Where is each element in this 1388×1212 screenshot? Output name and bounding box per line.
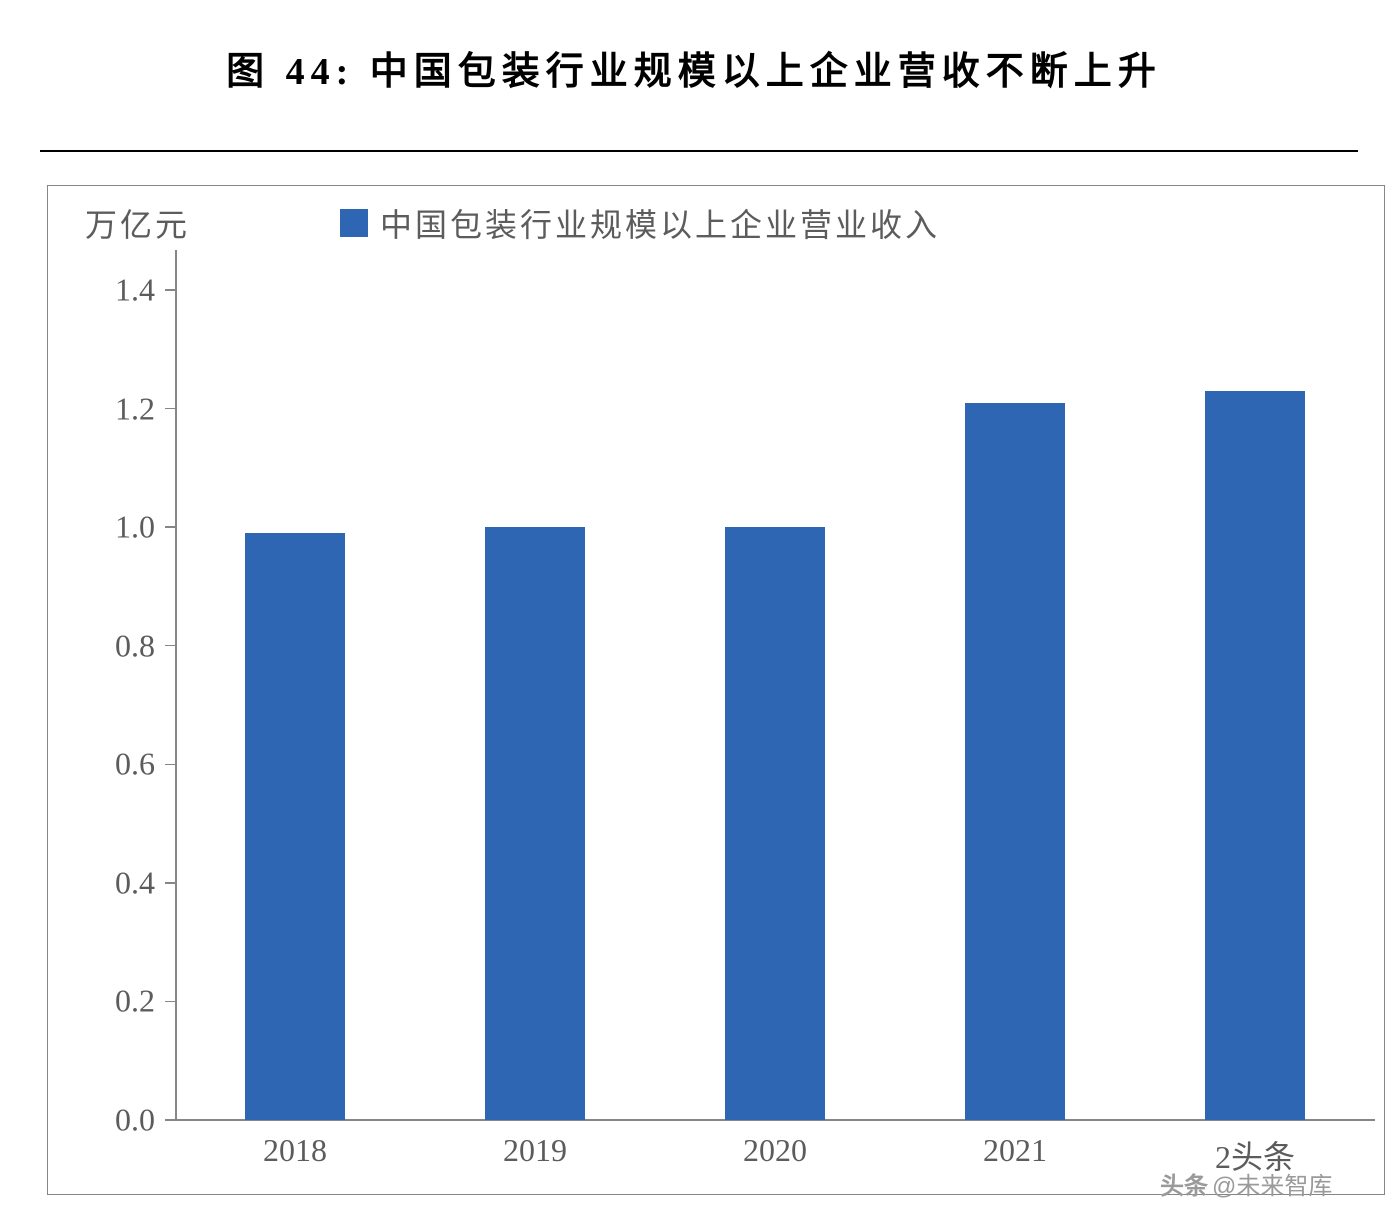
x-tick-label: 2021	[983, 1132, 1047, 1169]
x-tick-label: 2019	[503, 1132, 567, 1169]
y-tick-mark	[165, 764, 175, 766]
watermark: 头条 @未来智库	[1160, 1166, 1332, 1201]
watermark-text: @未来智库	[1212, 1166, 1332, 1201]
y-tick-label: 1.2	[75, 390, 155, 427]
y-tick-mark	[165, 289, 175, 291]
y-tick-mark	[165, 1119, 175, 1121]
chart-title: 图 44: 中国包装行业规模以上企业营收不断上升	[0, 40, 1388, 95]
y-tick-mark	[165, 408, 175, 410]
plot-area: 0.00.20.40.60.81.01.21.42018201920202021…	[175, 290, 1375, 1120]
y-axis-line	[175, 250, 177, 1120]
y-tick-mark	[165, 1001, 175, 1003]
y-tick-label: 1.0	[75, 509, 155, 546]
bar	[245, 533, 346, 1120]
y-tick-mark	[165, 645, 175, 647]
title-rule	[40, 150, 1358, 152]
legend-label: 中国包装行业规模以上企业营业收入	[380, 200, 940, 246]
y-tick-label: 0.0	[75, 1102, 155, 1139]
x-tick-label: 2018	[263, 1132, 327, 1169]
bar	[965, 403, 1066, 1120]
y-tick-label: 1.4	[75, 272, 155, 309]
bar	[1205, 391, 1306, 1120]
legend-swatch	[340, 209, 368, 237]
y-tick-mark	[165, 526, 175, 528]
y-axis-unit-label: 万亿元	[85, 200, 190, 246]
y-tick-mark	[165, 882, 175, 884]
bar	[485, 527, 586, 1120]
page: 图 44: 中国包装行业规模以上企业营收不断上升 万亿元 中国包装行业规模以上企…	[0, 0, 1388, 1212]
legend: 中国包装行业规模以上企业营业收入	[340, 200, 940, 246]
bar	[725, 527, 826, 1120]
y-tick-label: 0.4	[75, 864, 155, 901]
y-tick-label: 0.8	[75, 627, 155, 664]
y-tick-label: 0.2	[75, 983, 155, 1020]
x-tick-label: 2020	[743, 1132, 807, 1169]
watermark-logo: 头条	[1160, 1166, 1208, 1201]
y-tick-label: 0.6	[75, 746, 155, 783]
